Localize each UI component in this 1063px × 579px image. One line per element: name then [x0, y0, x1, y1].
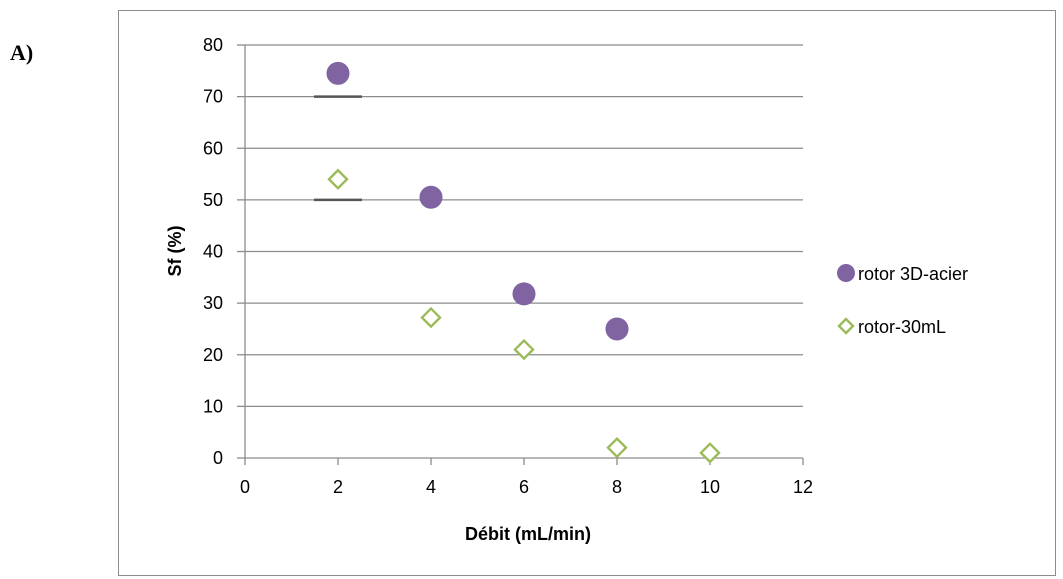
y-tick-label-60: 60	[203, 138, 223, 158]
reference-marks	[314, 95, 362, 202]
legend-marker-circle	[837, 264, 855, 282]
y-tick-label-30: 30	[203, 293, 223, 313]
x-tick-label-10: 10	[700, 477, 720, 497]
x-tick-label-12: 12	[793, 477, 813, 497]
y-tick-label-0: 0	[213, 448, 223, 468]
point-circle-2	[326, 61, 350, 85]
y-tick-labels: 0 10 20 30 40 50 60 70 80	[203, 35, 223, 468]
y-tick-label-20: 20	[203, 345, 223, 365]
chart-frame	[118, 10, 1056, 576]
point-diamond-4	[420, 306, 442, 329]
point-diamond-10	[699, 442, 721, 464]
axes	[237, 44, 804, 465]
legend-label-0: rotor 3D-acier	[858, 264, 968, 284]
x-axis-title: Débit (mL/min)	[465, 524, 591, 544]
y-tick-label-70: 70	[203, 87, 223, 107]
point-diamond-6	[513, 338, 535, 361]
x-tick-label-8: 8	[612, 477, 622, 497]
data-points	[326, 61, 721, 464]
x-tick-label-0: 0	[240, 477, 250, 497]
legend-marker-diamond	[837, 317, 855, 335]
point-diamond-2	[327, 168, 349, 190]
y-axis-title: Sf (%)	[165, 226, 185, 277]
x-tick-labels: 0 2 4 6 8 10 12	[240, 477, 813, 497]
y-tick-label-40: 40	[203, 242, 223, 262]
legend: rotor 3D-acier rotor-30mL	[837, 264, 968, 337]
point-circle-4	[419, 185, 443, 209]
panel-label: A)	[10, 40, 34, 65]
y-tick-label-10: 10	[203, 396, 223, 416]
point-circle-6	[512, 282, 536, 306]
x-tick-label-2: 2	[333, 477, 343, 497]
y-tick-label-80: 80	[203, 35, 223, 55]
point-circle-8	[605, 317, 629, 341]
y-tick-label-50: 50	[203, 190, 223, 210]
point-diamond-8	[606, 436, 628, 459]
x-tick-label-6: 6	[519, 477, 529, 497]
legend-label-1: rotor-30mL	[858, 317, 946, 337]
x-tick-label-4: 4	[426, 477, 436, 497]
